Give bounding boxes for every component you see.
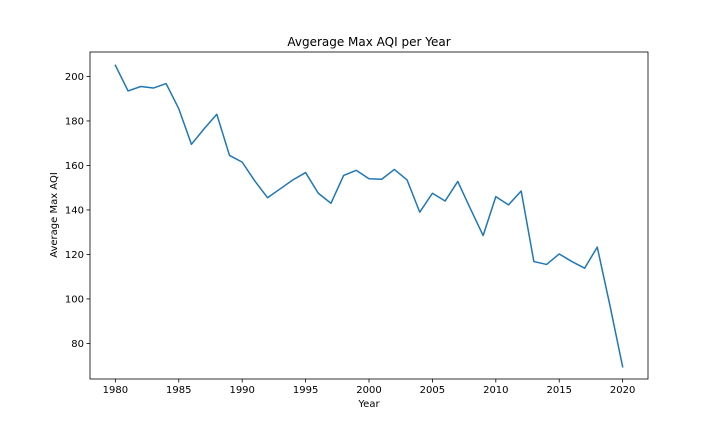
y-tick-label: 200 bbox=[65, 72, 84, 83]
chart-title: Avgerage Max AQI per Year bbox=[287, 35, 450, 49]
y-tick-label: 160 bbox=[65, 161, 84, 172]
series-line bbox=[114, 64, 624, 368]
plot-frame bbox=[89, 51, 649, 380]
y-tick-label: 180 bbox=[65, 116, 84, 127]
x-tick-label: 2010 bbox=[483, 385, 508, 396]
x-tick-label: 1990 bbox=[229, 385, 254, 396]
y-tick-label: 100 bbox=[65, 294, 84, 305]
x-tick-label: 1980 bbox=[103, 385, 128, 396]
y-tick-label: 140 bbox=[65, 205, 84, 216]
x-tick-label: 2000 bbox=[356, 385, 381, 396]
y-axis-label: Average Max AQI bbox=[49, 172, 60, 258]
plot-area: 1980 1985 1990 1995 2000 2005 2010 2015 2020 80 10… bbox=[65, 64, 635, 396]
x-tick-label: 2015 bbox=[547, 385, 572, 396]
x-tick-label: 2020 bbox=[610, 385, 635, 396]
x-axis-label: Year bbox=[357, 399, 380, 410]
x-tick-label: 1995 bbox=[293, 385, 318, 396]
x-tick-label: 1985 bbox=[166, 385, 191, 396]
x-tick-label: 2005 bbox=[420, 385, 445, 396]
y-tick-label: 80 bbox=[71, 339, 84, 350]
y-tick-label: 120 bbox=[65, 250, 84, 261]
